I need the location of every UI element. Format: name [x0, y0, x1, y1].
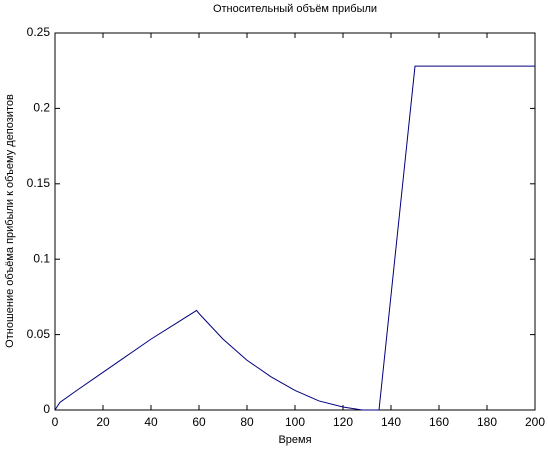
y-tick-label: 0.25 — [27, 25, 51, 39]
x-tick-label: 160 — [429, 415, 449, 429]
x-tick-label: 0 — [52, 415, 59, 429]
x-tick-label: 60 — [192, 415, 206, 429]
y-tick-label: 0.1 — [33, 251, 50, 265]
x-tick-label: 120 — [333, 415, 353, 429]
x-tick-label: 140 — [381, 415, 401, 429]
line — [54, 65, 535, 411]
plot-frame — [54, 32, 536, 411]
y-tick-label: 0.15 — [27, 176, 51, 190]
y-tick-label: 0 — [43, 402, 50, 416]
y-tick-label: 0.2 — [33, 101, 50, 115]
chart-title: Относительный объём прибыли — [213, 3, 377, 15]
x-tick-label: 180 — [477, 415, 497, 429]
x-tick-label: 100 — [285, 415, 305, 429]
x-tick-label: 200 — [525, 415, 545, 429]
x-tick-label: 20 — [96, 415, 110, 429]
x-axis-label: Время — [278, 434, 311, 446]
y-axis-label: Отношение объёма прибыли к объему депози… — [4, 94, 16, 348]
x-tick-label: 80 — [240, 415, 254, 429]
y-tick-label: 0.05 — [27, 327, 51, 341]
x-tick-label: 40 — [144, 415, 158, 429]
